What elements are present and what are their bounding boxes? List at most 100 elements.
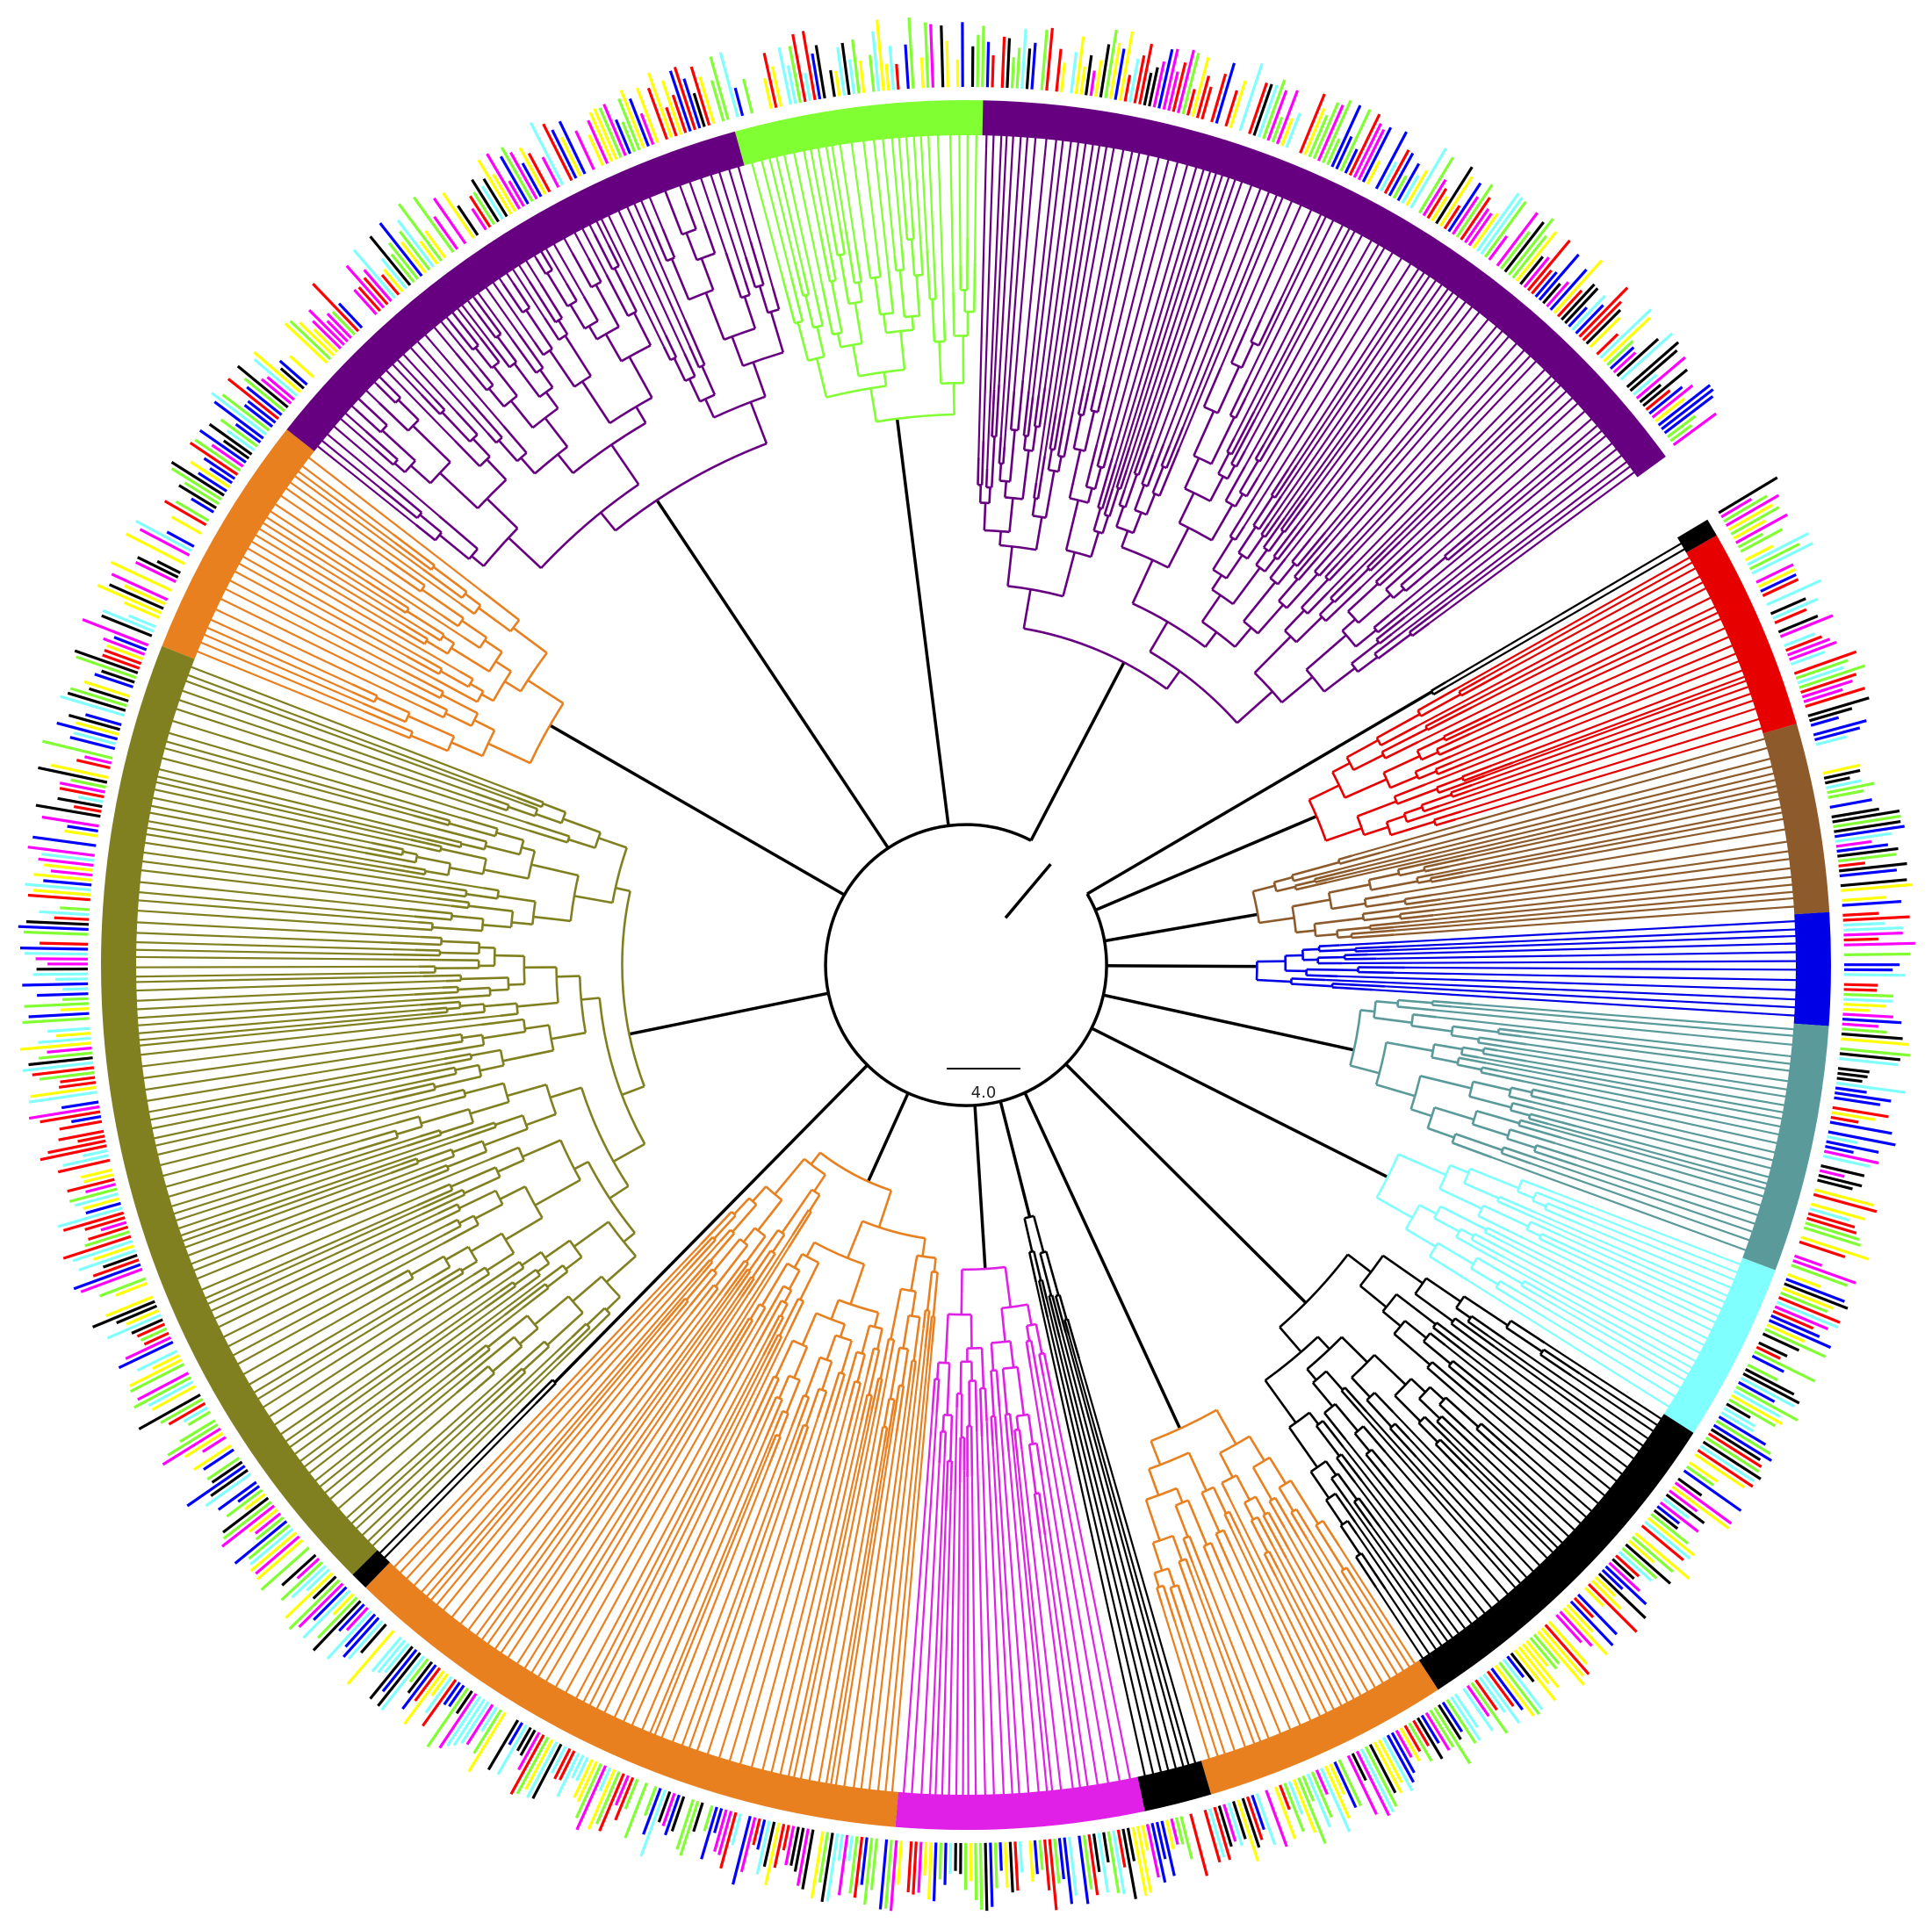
ring-mark [1040, 29, 1049, 90]
internal-branch [743, 296, 757, 329]
ring-mark [1718, 1415, 1767, 1446]
internal-branch [474, 792, 509, 807]
internal-branch [845, 230, 856, 284]
tip-branch [647, 1450, 771, 1752]
ring-mark [1618, 1551, 1653, 1582]
internal-branch [1224, 465, 1246, 502]
node-arc [485, 1344, 491, 1350]
internal-branch [1511, 1101, 1535, 1110]
tip-branch [122, 1012, 463, 1048]
tip-branch [181, 644, 396, 733]
tip-branch [143, 1095, 436, 1170]
internal-branch [588, 1313, 611, 1336]
internal-branch [1325, 827, 1363, 842]
internal-branch [504, 1216, 544, 1241]
internal-branch [768, 1434, 777, 1451]
ring-mark [1255, 1793, 1277, 1846]
ring-mark [1502, 1658, 1544, 1710]
node-arc [1381, 751, 1387, 760]
internal-branch [1235, 1474, 1251, 1501]
ring-mark [92, 1244, 135, 1261]
internal-branch [444, 712, 472, 727]
tip-branch [134, 1075, 414, 1134]
internal-branch [1472, 1123, 1509, 1137]
ring-mark [1835, 1081, 1906, 1094]
ring-mark [1813, 719, 1867, 737]
internal-branch [1460, 1053, 1479, 1059]
internal-branch [1290, 1511, 1308, 1540]
ring-mark [1333, 1761, 1358, 1809]
internal-branch [1268, 1457, 1287, 1485]
ring-mark [1735, 513, 1788, 544]
node-arc [1341, 630, 1357, 648]
ring-mark [1772, 597, 1819, 620]
ring-mark [509, 1734, 545, 1796]
tip-branch [1295, 257, 1435, 466]
ring-mark [796, 1828, 810, 1886]
node-arc [900, 1287, 916, 1293]
internal-branch [440, 670, 470, 688]
ring-mark [732, 1815, 752, 1885]
tip-branch [1307, 282, 1469, 502]
internal-branch [1260, 522, 1271, 536]
ring-mark [70, 778, 107, 789]
tip-branch [165, 684, 476, 795]
node-arc [1430, 690, 1435, 695]
internal-branch [915, 275, 921, 316]
internal-branch [432, 925, 483, 933]
internal-branch [944, 1314, 949, 1364]
ring-mark [575, 1765, 608, 1831]
node-arc [1532, 1144, 1538, 1152]
internal-branch [632, 312, 652, 346]
tip-branch [1233, 209, 1352, 439]
tip-branch [1536, 1157, 1770, 1239]
internal-branch [757, 1378, 780, 1423]
ring-mark [291, 1565, 327, 1599]
ring-mark [1403, 1725, 1422, 1753]
internal-branch [1351, 929, 1396, 935]
ring-mark [363, 277, 389, 306]
ring-mark [256, 1538, 304, 1581]
internal-branch [688, 1271, 718, 1307]
internal-branch [1352, 753, 1384, 772]
ring-mark [698, 76, 716, 125]
tip-branch [130, 824, 390, 870]
tip-branch [135, 793, 372, 844]
internal-branch [1370, 880, 1418, 891]
internal-branch [393, 953, 440, 957]
ring-mark [1663, 395, 1714, 435]
ring-mark [1831, 807, 1879, 819]
internal-branch [1044, 470, 1056, 518]
internal-branch [1165, 670, 1181, 690]
ring-mark [1417, 156, 1454, 214]
node-arc [773, 1375, 780, 1380]
internal-branch [893, 1385, 901, 1417]
tip-branch [270, 1290, 501, 1452]
tip-branch [1445, 1344, 1631, 1493]
internal-branch [1027, 1414, 1034, 1444]
internal-branch [1431, 1361, 1471, 1395]
internal-branch [1229, 498, 1255, 537]
ring-mark [1048, 1839, 1058, 1911]
tip-branch [690, 1461, 797, 1768]
ring-mark [54, 916, 90, 921]
ring-mark [369, 235, 412, 286]
ring-mark [1764, 1328, 1827, 1358]
node-arc [908, 1314, 920, 1319]
ring-mark [1063, 1837, 1074, 1905]
ring-mark [1685, 1465, 1715, 1487]
internal-branch [1264, 557, 1277, 573]
internal-branch [1426, 1366, 1455, 1392]
internal-branch [1188, 1536, 1210, 1586]
internal-branch [974, 1380, 978, 1431]
tip-branch [1570, 1374, 1669, 1442]
internal-branch [1506, 1137, 1536, 1149]
internal-branch [993, 1415, 998, 1441]
internal-branch [1441, 1415, 1480, 1452]
internal-branch [546, 1312, 584, 1346]
tip-branch [181, 1158, 491, 1286]
ring-mark [137, 1372, 190, 1401]
internal-branch [1510, 1109, 1531, 1117]
ring-mark [661, 1792, 676, 1827]
internal-branch [533, 240, 554, 271]
